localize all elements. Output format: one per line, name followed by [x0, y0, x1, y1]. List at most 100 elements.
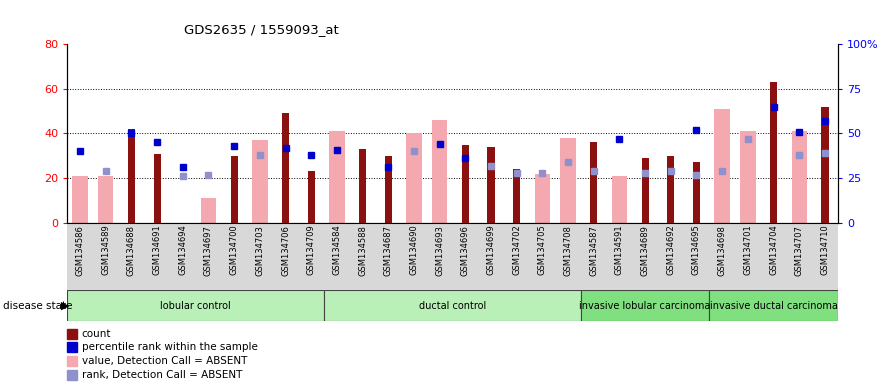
Bar — [452, 223, 478, 290]
Bar — [560, 138, 576, 223]
Bar — [461, 145, 469, 223]
Text: GSM134697: GSM134697 — [204, 225, 213, 276]
Text: GSM134707: GSM134707 — [795, 225, 804, 276]
Text: GSM134690: GSM134690 — [409, 225, 418, 275]
Bar — [384, 156, 392, 223]
Text: ▶: ▶ — [61, 301, 69, 311]
Text: GSM134709: GSM134709 — [306, 225, 315, 275]
Text: GSM134691: GSM134691 — [152, 225, 161, 275]
Bar — [668, 156, 675, 223]
Bar — [73, 176, 88, 223]
Bar — [740, 131, 755, 223]
Bar — [761, 223, 787, 290]
Text: invasive lobular carcinoma: invasive lobular carcinoma — [580, 301, 711, 311]
Text: GSM134705: GSM134705 — [538, 225, 547, 275]
Text: GSM134589: GSM134589 — [101, 225, 110, 275]
Text: GSM134702: GSM134702 — [513, 225, 521, 275]
Bar — [282, 113, 289, 223]
Text: GSM134587: GSM134587 — [590, 225, 599, 276]
Bar — [710, 223, 735, 290]
Text: GSM134698: GSM134698 — [718, 225, 727, 276]
Bar — [349, 223, 375, 290]
Text: GSM134694: GSM134694 — [178, 225, 187, 275]
Bar — [581, 223, 607, 290]
Text: GSM134703: GSM134703 — [255, 225, 264, 276]
Text: GSM134689: GSM134689 — [641, 225, 650, 276]
Bar — [812, 223, 838, 290]
Bar — [144, 223, 170, 290]
Bar — [67, 290, 324, 321]
Bar — [375, 223, 401, 290]
Bar — [230, 156, 237, 223]
Text: GSM134706: GSM134706 — [281, 225, 290, 276]
Bar — [714, 109, 730, 223]
Text: GSM134704: GSM134704 — [769, 225, 778, 275]
Text: GSM134687: GSM134687 — [383, 225, 392, 276]
Text: GSM134695: GSM134695 — [692, 225, 701, 275]
Bar — [710, 290, 838, 321]
Text: percentile rank within the sample: percentile rank within the sample — [82, 343, 258, 353]
Bar — [426, 223, 452, 290]
Bar — [590, 142, 598, 223]
Bar — [556, 223, 581, 290]
Text: GSM134588: GSM134588 — [358, 225, 367, 276]
Text: GSM134692: GSM134692 — [667, 225, 676, 275]
Text: value, Detection Call = ABSENT: value, Detection Call = ABSENT — [82, 356, 247, 366]
Text: GSM134586: GSM134586 — [75, 225, 84, 276]
Bar — [432, 120, 447, 223]
Bar — [170, 223, 195, 290]
Text: GDS2635 / 1559093_at: GDS2635 / 1559093_at — [184, 23, 339, 36]
Bar — [633, 223, 658, 290]
Bar — [252, 140, 268, 223]
Text: invasive ductal carcinoma: invasive ductal carcinoma — [710, 301, 838, 311]
Bar — [504, 223, 530, 290]
Text: disease state: disease state — [3, 301, 73, 311]
Bar — [658, 223, 684, 290]
Bar — [791, 131, 807, 223]
Bar — [401, 223, 426, 290]
Text: rank, Detection Call = ABSENT: rank, Detection Call = ABSENT — [82, 370, 242, 380]
Bar — [535, 174, 550, 223]
Bar — [118, 223, 144, 290]
Text: count: count — [82, 329, 111, 339]
Bar — [247, 223, 272, 290]
Text: GSM134693: GSM134693 — [435, 225, 444, 276]
Bar — [770, 82, 777, 223]
Bar — [324, 223, 349, 290]
Bar — [478, 223, 504, 290]
Text: GSM134700: GSM134700 — [229, 225, 238, 275]
Bar — [195, 223, 221, 290]
Bar — [406, 133, 422, 223]
Bar — [153, 154, 160, 223]
Bar — [642, 158, 649, 223]
Bar — [128, 129, 135, 223]
Bar — [221, 223, 247, 290]
Bar — [272, 223, 298, 290]
Bar — [530, 223, 556, 290]
Bar — [359, 149, 366, 223]
Bar — [307, 171, 314, 223]
Bar — [67, 223, 93, 290]
Bar — [324, 290, 581, 321]
Bar — [329, 131, 345, 223]
Text: GSM134708: GSM134708 — [564, 225, 573, 276]
Text: GSM134696: GSM134696 — [461, 225, 470, 276]
Bar — [513, 169, 521, 223]
Text: ductal control: ductal control — [418, 301, 487, 311]
Bar — [581, 290, 710, 321]
Bar — [298, 223, 324, 290]
Text: lobular control: lobular control — [160, 301, 231, 311]
Text: GSM134710: GSM134710 — [821, 225, 830, 275]
Bar — [693, 162, 700, 223]
Bar — [487, 147, 495, 223]
Bar — [684, 223, 710, 290]
Bar — [822, 107, 829, 223]
Bar — [612, 176, 627, 223]
Bar — [201, 198, 216, 223]
Bar — [607, 223, 633, 290]
Text: GSM134591: GSM134591 — [615, 225, 624, 275]
Text: GSM134584: GSM134584 — [332, 225, 341, 275]
Text: GSM134699: GSM134699 — [487, 225, 495, 275]
Bar — [93, 223, 118, 290]
Text: GSM134688: GSM134688 — [127, 225, 136, 276]
